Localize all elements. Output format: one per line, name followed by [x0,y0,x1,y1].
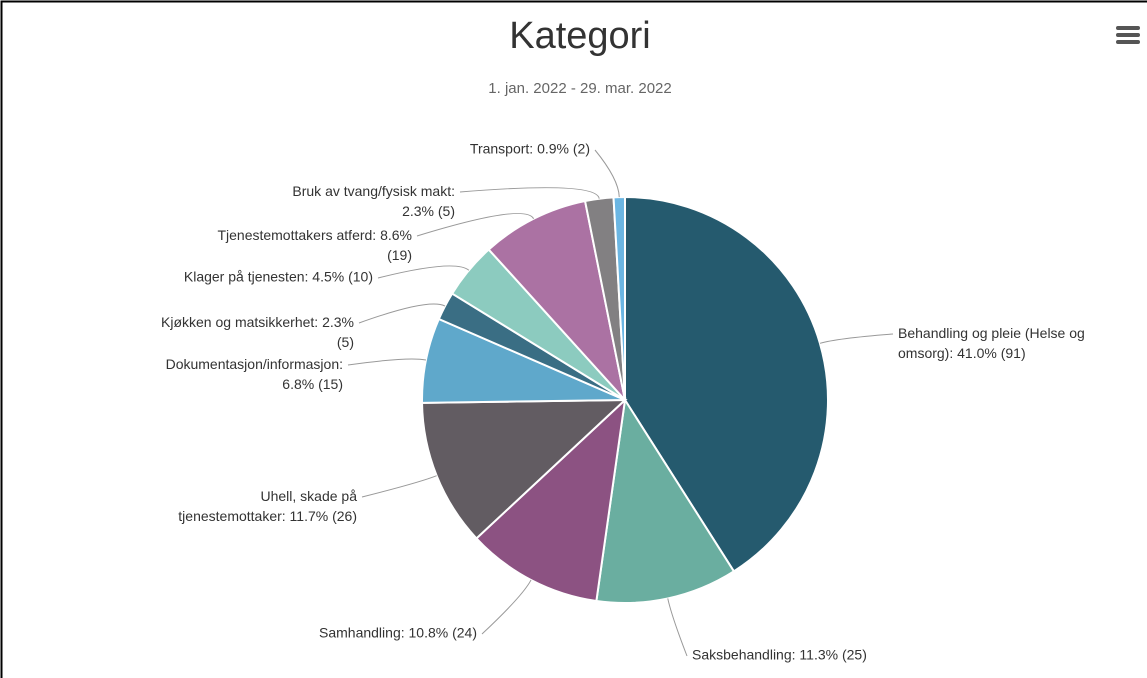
connector [819,333,894,344]
connector [481,579,532,635]
data-label-line: Tjenestemottakers atferd: 8.6% [217,227,412,243]
pie-slice [487,199,627,404]
chart-title: Kategori [509,15,651,57]
menu-bar[interactable] [1116,33,1140,37]
pie-slice [624,195,829,573]
data-label-line: Behandling og pleie (Helse og [898,325,1085,341]
data-label-line: Bruk av tvang/fysisk makt: [292,183,455,199]
data-label-line: Uhell, skade på [260,488,357,504]
connector [459,187,600,199]
connector [667,598,688,657]
pie-slice [595,397,736,604]
data-label-line: Kjøkken og matsikkerhet: 2.3% [161,314,354,330]
data-label-line: 2.3% (5) [402,203,455,219]
data-label-line: tjenestemottaker: 11.7% (26) [178,508,357,524]
data-label: Samhandling: 10.8% (24) [319,625,477,641]
data-label: Uhell, skade på tjenestemottaker: 11.7% (… [178,488,357,524]
data-label: Klager på tjenesten: 4.5% (10) [184,269,373,285]
connector [347,358,427,366]
pie-slice [421,398,628,540]
menu-bar[interactable] [1116,26,1140,30]
connector [358,303,446,324]
data-label-line: (5) [337,334,354,350]
data-label-line: Dokumentasjon/informasjon: [166,356,343,372]
data-label: Saksbehandling: 11.3% (25) [692,647,867,663]
connector [377,265,470,279]
data-label-line: (19) [387,247,412,263]
data-label: Behandling og pleie (Helse og omsorg): 41… [898,325,1085,361]
connector [361,475,437,498]
menu-bar[interactable] [1116,40,1140,44]
data-label: Kjøkken og matsikkerhet: 2.3% (5) [161,314,354,350]
data-label: Dokumentasjon/informasjon: 6.8% (15) [166,356,343,392]
data-label: Tjenestemottakers atferd: 8.6% (19) [217,227,412,263]
chart-subtitle: 1. jan. 2022 - 29. mar. 2022 [488,80,671,97]
connector [416,213,535,237]
data-label-line: 6.8% (15) [282,376,343,392]
data-label: Bruk av tvang/fysisk makt: 2.3% (5) [292,183,455,219]
menu-button[interactable] [1116,26,1140,44]
data-label: Transport: 0.9% (2) [470,141,590,157]
data-label-line: omsorg): 41.0% (91) [898,345,1026,361]
connector [594,149,620,198]
